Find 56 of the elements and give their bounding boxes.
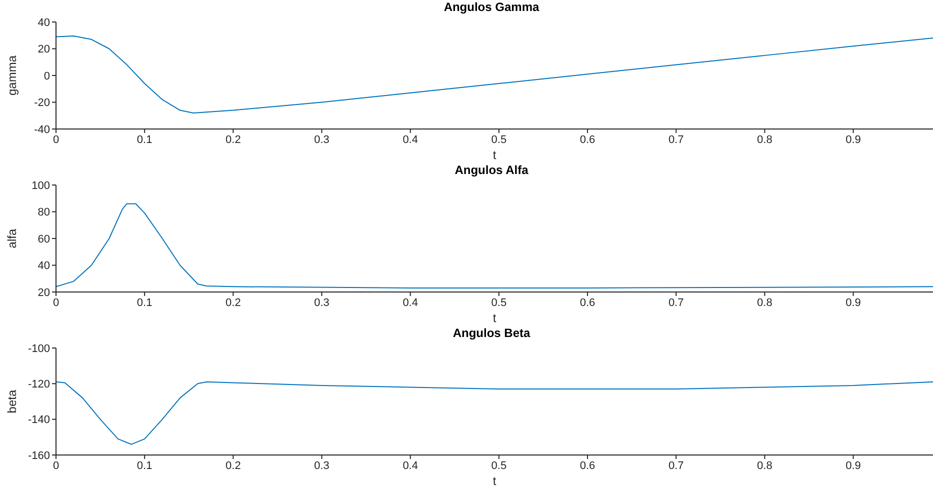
- x-tick-label: 0.4: [402, 460, 418, 472]
- x-tick-label: 0.9: [846, 134, 861, 146]
- x-tick-label: 0.2: [226, 134, 241, 146]
- y-tick-label: -140: [28, 414, 50, 426]
- y-axis-title: alfa: [5, 228, 19, 248]
- x-tick-label: 0.2: [226, 460, 241, 472]
- y-tick-label: 40: [38, 260, 50, 272]
- x-tick-label: 0.7: [668, 296, 684, 309]
- x-tick-label: 0.6: [580, 134, 596, 146]
- x-tick-label: 0.5: [491, 460, 507, 472]
- x-tick-label: 0.4: [402, 296, 418, 309]
- x-tick-label: 0.9: [846, 460, 861, 472]
- x-tick-label: 0.3: [314, 460, 330, 472]
- y-tick-label: 80: [38, 206, 50, 219]
- x-tick-label: 0.1: [136, 134, 152, 146]
- chart-title: Angulos Alfa: [454, 163, 530, 177]
- x-tick-label: 0: [52, 296, 60, 309]
- x-tick-label: 0.4: [402, 134, 418, 146]
- chart-title: Angulos Beta: [452, 326, 532, 340]
- x-tick-label: 0.7: [668, 460, 684, 472]
- y-tick-label: -120: [28, 378, 50, 391]
- x-tick-label: 0: [52, 460, 60, 472]
- x-tick-label: 0: [52, 134, 60, 146]
- y-tick-label: -20: [34, 97, 50, 110]
- x-tick-label: 0.5: [491, 134, 507, 146]
- x-tick-label: 0.8: [757, 134, 772, 146]
- x-tick-label: 0.7: [668, 134, 684, 146]
- y-axis-title: beta: [5, 390, 19, 414]
- x-axis-title: t: [492, 311, 497, 325]
- y-tick-label: 60: [38, 233, 50, 246]
- x-tick-label: 0.9: [846, 296, 861, 309]
- line-series: [56, 381, 933, 445]
- x-tick-label: 0.1: [136, 460, 152, 472]
- x-axis-title: t: [492, 474, 497, 488]
- line-series: [56, 36, 933, 114]
- x-tick-label: 0.2: [226, 296, 241, 309]
- x-tick-label: 0.6: [580, 296, 596, 309]
- y-tick-label: 20: [38, 44, 50, 56]
- chart-title: Angulos Gamma: [442, 0, 540, 14]
- y-tick-label: -40: [34, 124, 50, 136]
- y-tick-label: -100: [28, 342, 50, 355]
- y-tick-label: -160: [28, 450, 50, 462]
- x-tick-label: 0.3: [314, 134, 330, 146]
- x-tick-label: 0.1: [136, 296, 152, 309]
- y-axis-title: gamma: [5, 55, 19, 96]
- line-series: [56, 203, 933, 288]
- x-tick-label: 0.5: [491, 296, 507, 309]
- x-tick-label: 0.3: [314, 296, 330, 309]
- y-tick-label: 0: [44, 70, 50, 82]
- y-tick-label: 100: [32, 180, 50, 192]
- y-tick-label: 40: [38, 16, 50, 29]
- x-tick-label: 0.8: [757, 460, 772, 472]
- x-tick-label: 0.8: [757, 296, 772, 309]
- x-tick-label: 0.6: [580, 460, 596, 472]
- y-tick-label: 20: [38, 286, 50, 299]
- x-axis-title: t: [492, 148, 497, 162]
